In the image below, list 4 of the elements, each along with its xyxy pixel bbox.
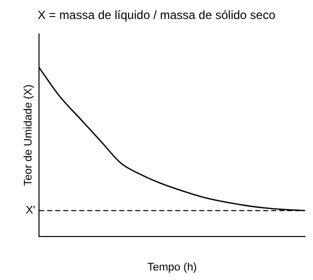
x-axis-title: Tempo (h) <box>147 261 197 274</box>
chart-title: X = massa de líquido / massa de sólido seco <box>36 7 276 24</box>
y-axis-title: Teor de Umidade (X) <box>22 84 35 186</box>
ref-line-label: X' <box>26 204 36 217</box>
